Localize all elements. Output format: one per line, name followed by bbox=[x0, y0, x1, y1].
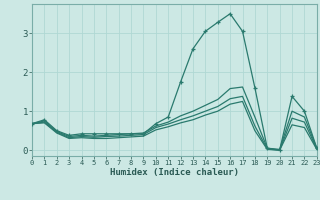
X-axis label: Humidex (Indice chaleur): Humidex (Indice chaleur) bbox=[110, 168, 239, 177]
